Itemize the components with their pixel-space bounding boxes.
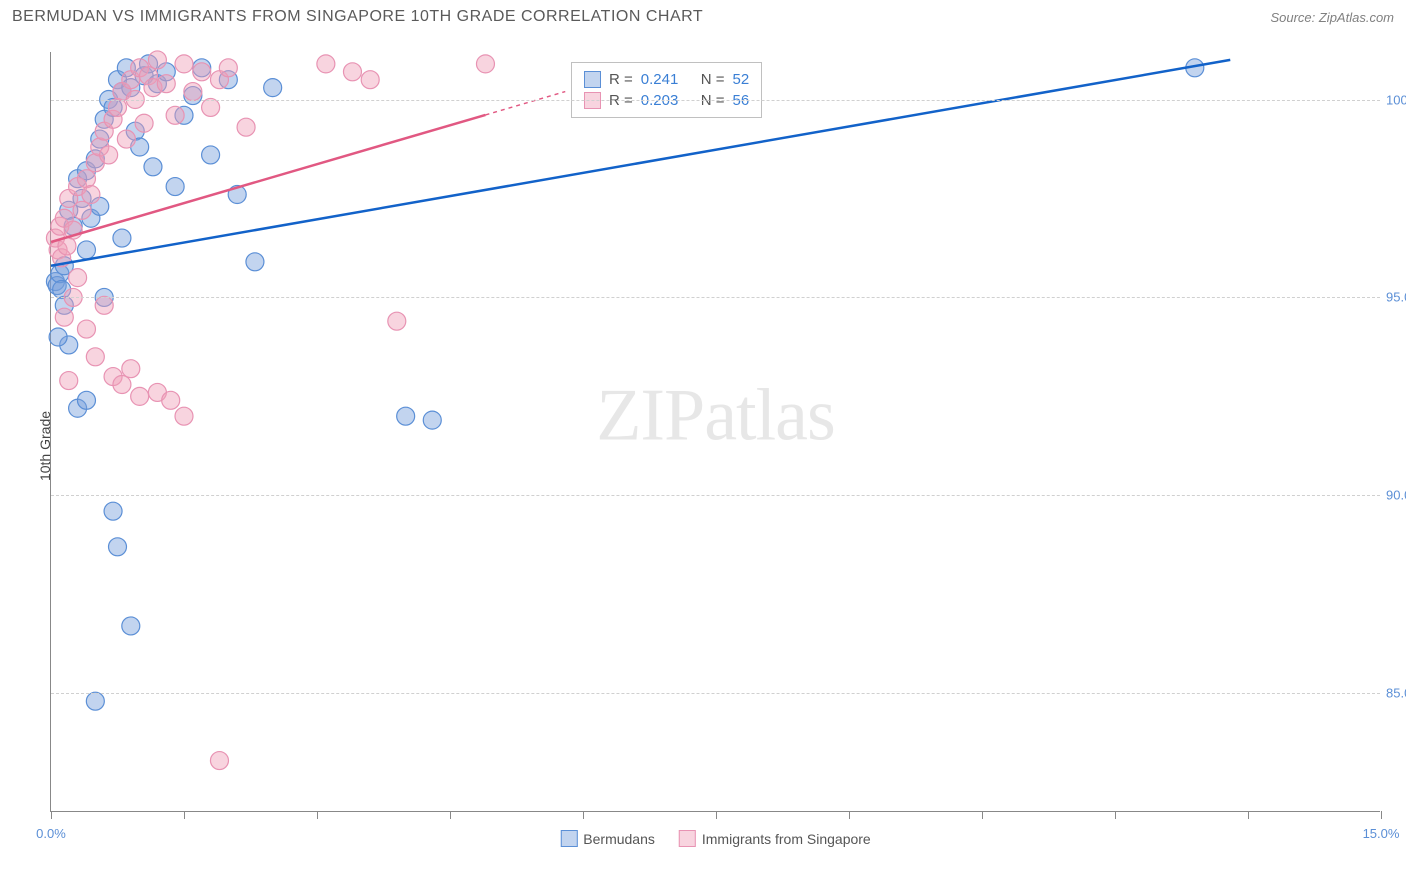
- data-point: [109, 538, 127, 556]
- gridline: [51, 495, 1380, 496]
- data-point: [210, 752, 228, 770]
- data-point: [100, 146, 118, 164]
- legend-item: Immigrants from Singapore: [679, 830, 871, 847]
- legend-r-label: R =: [609, 92, 633, 109]
- chart-title: BERMUDAN VS IMMIGRANTS FROM SINGAPORE 10…: [12, 8, 703, 26]
- x-tick: [982, 811, 983, 819]
- data-point: [246, 253, 264, 271]
- data-point: [77, 391, 95, 409]
- data-point: [219, 59, 237, 77]
- data-point: [166, 178, 184, 196]
- data-point: [397, 407, 415, 425]
- data-point: [131, 387, 149, 405]
- y-tick-label: 95.0%: [1386, 290, 1406, 305]
- x-tick: [583, 811, 584, 819]
- plot-svg: [51, 52, 1380, 811]
- data-point: [86, 348, 104, 366]
- data-point: [237, 118, 255, 136]
- x-tick-label: 15.0%: [1363, 826, 1400, 841]
- y-tick-label: 100.0%: [1386, 92, 1406, 107]
- data-point: [49, 328, 67, 346]
- data-point: [175, 407, 193, 425]
- correlation-legend: R = 0.241 N = 52 R = 0.203 N = 56: [571, 62, 762, 118]
- x-tick: [317, 811, 318, 819]
- data-point: [82, 186, 100, 204]
- data-point: [193, 63, 211, 81]
- data-point: [135, 114, 153, 132]
- data-point: [117, 130, 135, 148]
- data-point: [55, 308, 73, 326]
- x-tick: [716, 811, 717, 819]
- data-point: [157, 75, 175, 93]
- legend-label: Bermudans: [583, 831, 655, 847]
- legend-swatch: [679, 830, 696, 847]
- gridline: [51, 100, 1380, 101]
- trend-line: [51, 115, 485, 242]
- data-point: [264, 79, 282, 97]
- data-point: [423, 411, 441, 429]
- y-tick-label: 90.0%: [1386, 488, 1406, 503]
- data-point: [388, 312, 406, 330]
- data-point: [95, 296, 113, 314]
- legend-n-value: 56: [733, 92, 750, 109]
- data-point: [113, 376, 131, 394]
- data-point: [476, 55, 494, 73]
- data-point: [104, 502, 122, 520]
- data-point: [73, 201, 91, 219]
- data-point: [69, 269, 87, 287]
- legend-swatch: [584, 92, 601, 109]
- data-point: [113, 229, 131, 247]
- legend-item: Bermudans: [560, 830, 655, 847]
- data-point: [86, 692, 104, 710]
- legend-r-label: R =: [609, 71, 633, 88]
- data-point: [162, 391, 180, 409]
- data-point: [77, 320, 95, 338]
- plot-area: ZIPatlas R =0.241N =52R =0.203N =56 Berm…: [50, 52, 1380, 812]
- data-point: [184, 83, 202, 101]
- legend-r-value: 0.241: [641, 71, 693, 88]
- x-tick: [184, 811, 185, 819]
- legend-swatch: [584, 71, 601, 88]
- data-point: [122, 617, 140, 635]
- y-tick-label: 85.0%: [1386, 686, 1406, 701]
- x-tick: [1381, 811, 1382, 819]
- data-point: [122, 360, 140, 378]
- data-point: [361, 71, 379, 89]
- x-tick: [849, 811, 850, 819]
- legend-swatch: [560, 830, 577, 847]
- data-point: [202, 98, 220, 116]
- x-tick: [450, 811, 451, 819]
- legend-row: R = 0.241 N = 52: [584, 69, 749, 90]
- x-tick-label: 0.0%: [36, 826, 66, 841]
- data-point: [77, 170, 95, 188]
- data-point: [175, 55, 193, 73]
- data-point: [148, 51, 166, 69]
- data-point: [109, 98, 127, 116]
- chart-source: Source: ZipAtlas.com: [1270, 10, 1394, 25]
- legend-n-label: N =: [701, 71, 725, 88]
- gridline: [51, 693, 1380, 694]
- data-point: [144, 158, 162, 176]
- gridline: [51, 297, 1380, 298]
- data-point: [77, 241, 95, 259]
- data-point: [60, 372, 78, 390]
- legend-label: Immigrants from Singapore: [702, 831, 871, 847]
- data-point: [317, 55, 335, 73]
- series-legend: Bermudans Immigrants from Singapore: [560, 830, 870, 847]
- x-tick: [1248, 811, 1249, 819]
- legend-n-label: N =: [701, 92, 725, 109]
- data-point: [166, 106, 184, 124]
- legend-row: R = 0.203 N = 56: [584, 90, 749, 111]
- data-point: [343, 63, 361, 81]
- x-tick: [51, 811, 52, 819]
- x-tick: [1115, 811, 1116, 819]
- chart-header: BERMUDAN VS IMMIGRANTS FROM SINGAPORE 10…: [0, 0, 1406, 30]
- data-point: [202, 146, 220, 164]
- legend-r-value: 0.203: [641, 92, 693, 109]
- legend-n-value: 52: [733, 71, 750, 88]
- trend-line-dashed: [485, 92, 565, 115]
